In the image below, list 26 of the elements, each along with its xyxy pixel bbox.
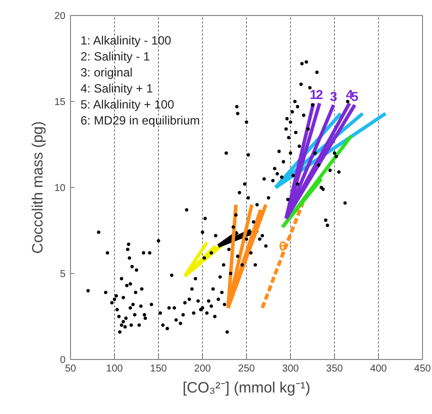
x-tick-label: 450 [414, 364, 432, 374]
x-tick-label: 100 [106, 364, 124, 374]
x-tick-label: 300 [282, 364, 300, 374]
annotation: 5: Alkalinity + 100 [80, 98, 175, 112]
y-axis-title: Coccolith mass (pg) [29, 121, 46, 254]
x-axis-title: [CO₃²⁻] (mmol kg⁻¹) [182, 380, 310, 396]
x-tick-label: 50 [64, 364, 76, 374]
y-tick-label: 15 [54, 97, 66, 108]
annotation: 5 [351, 88, 358, 104]
x-tick-label: 200 [194, 364, 212, 374]
annotation: 1: Alkalinity - 100 [80, 34, 172, 48]
y-tick-label: 20 [54, 11, 66, 22]
annotation: 6: MD29 in equilibrium [80, 114, 200, 128]
annotation: 3: original [80, 66, 133, 80]
x-tick-label: 250 [238, 364, 256, 374]
y-tick-label: 5 [60, 269, 66, 280]
annotation: 4: Salinity + 1 [80, 82, 154, 96]
annotation: 2: Salinity - 1 [80, 50, 150, 64]
y-tick-label: 0 [60, 355, 66, 366]
annotation: 1 [310, 87, 317, 102]
annotation: 3 [330, 88, 338, 104]
x-tick-label: 400 [370, 364, 388, 374]
x-tick-label: 350 [326, 364, 344, 374]
annotation: 2 [316, 87, 324, 102]
y-tick-label: 10 [54, 183, 66, 194]
x-tick-label: 150 [150, 364, 168, 374]
